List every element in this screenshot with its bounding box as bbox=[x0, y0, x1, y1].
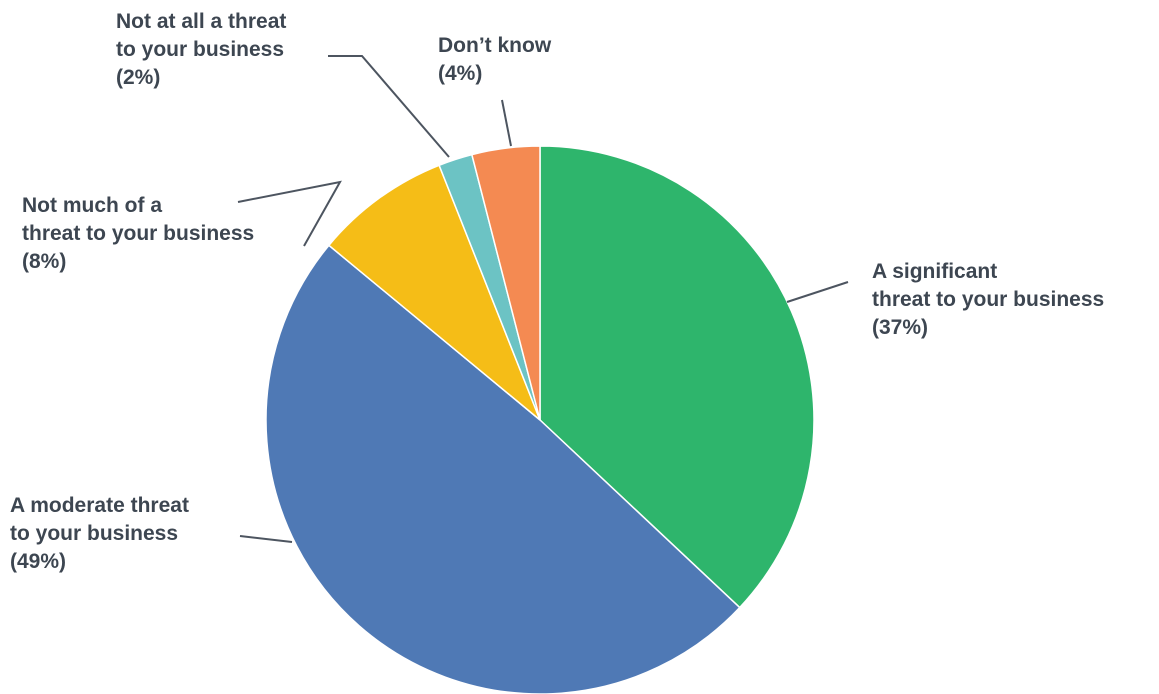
slice-label-line: (49%) bbox=[10, 550, 66, 573]
pie-slice-5 bbox=[470, 145, 541, 421]
slice-label-line: Not at all a threat bbox=[116, 10, 286, 33]
leader-line-3 bbox=[237, 180, 342, 247]
slice-label-1: A significant threat to your business (37%… bbox=[872, 260, 1104, 339]
slice-label-line: (37%) bbox=[872, 316, 928, 339]
slice-label-3: Not much of a threat to your business (8%) bbox=[22, 194, 254, 273]
slice-label-line: A moderate threat bbox=[10, 494, 189, 517]
slice-label-5: Don’t know (4%) bbox=[438, 34, 552, 85]
slice-label-4: Not at all a threat to your business (2%) bbox=[116, 10, 286, 89]
slice-labels: A significant threat to your business (37%… bbox=[10, 10, 1104, 573]
slice-label-line: A significant bbox=[872, 260, 997, 283]
pie-slices bbox=[265, 145, 815, 694]
slice-label-line: Not much of a bbox=[22, 194, 162, 217]
leader-line-2 bbox=[239, 535, 293, 543]
slice-label-line: (4%) bbox=[438, 62, 482, 85]
slice-label-line: to your business bbox=[116, 38, 284, 61]
slice-label-line: Don’t know bbox=[438, 34, 552, 57]
leader-line-4 bbox=[328, 55, 450, 158]
leader-line-1 bbox=[786, 281, 849, 303]
slice-label-line: to your business bbox=[10, 522, 178, 545]
leader-line-5 bbox=[501, 99, 512, 147]
slice-label-line: threat to your business bbox=[872, 288, 1104, 311]
pie-slice-2 bbox=[265, 244, 741, 694]
pie-slice-1 bbox=[539, 145, 815, 609]
slice-label-line: (2%) bbox=[116, 66, 160, 89]
leader-lines bbox=[237, 55, 849, 543]
pie-slice-3 bbox=[327, 164, 541, 421]
slice-label-line: (8%) bbox=[22, 250, 66, 273]
slice-label-line: threat to your business bbox=[22, 222, 254, 245]
slice-label-2: A moderate threat to your business (49%) bbox=[10, 494, 189, 573]
